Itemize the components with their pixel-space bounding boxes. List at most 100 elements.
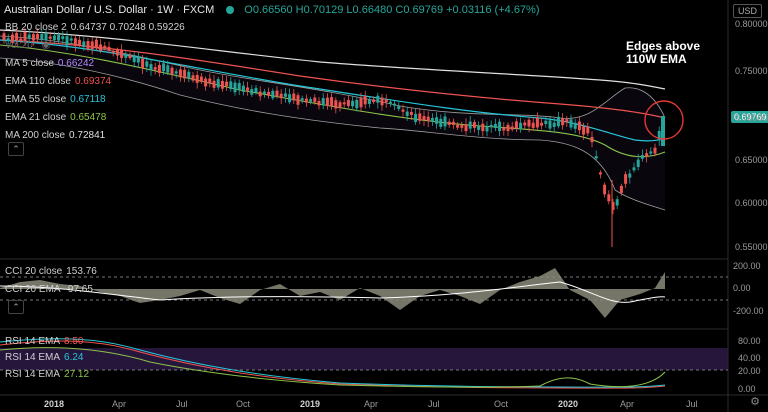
legend-bb[interactable]: BB 20 close 2 0.64737 0.70248 0.59226 [5, 22, 185, 33]
time-axis-label: Jul [428, 399, 440, 409]
currency-label[interactable]: USD [732, 4, 762, 18]
collapse-legend-button[interactable]: ⌃ [8, 142, 24, 156]
candle-body [288, 94, 292, 103]
candle-body [460, 125, 464, 128]
settings-icon[interactable]: ⚙ [750, 396, 760, 408]
bollinger-band-fill [0, 36, 665, 210]
candle-body [136, 57, 140, 63]
candle-body [250, 89, 254, 95]
candle-body [52, 35, 56, 41]
candle-body [640, 154, 644, 159]
candle-body [544, 120, 548, 125]
candle-body [279, 93, 283, 99]
time-axis-label: 2020 [558, 399, 579, 409]
candle-body [166, 65, 170, 73]
last-candle [661, 116, 665, 146]
candle-body [519, 122, 523, 130]
candle-body [401, 109, 405, 112]
candle-body [451, 121, 455, 125]
candle-body [178, 69, 182, 78]
candle-body [36, 33, 40, 39]
candle-body [237, 83, 241, 90]
legend-rsi-2[interactable]: RSI 14 EMA 6.24 [5, 352, 84, 363]
candle-body [325, 97, 329, 106]
candle-body [376, 95, 380, 103]
candle-body [577, 121, 581, 131]
last-price-tag: 0.69769 [731, 111, 768, 123]
chart-header: Australian Dollar / U.S. Dollar · 1W · F… [4, 4, 540, 16]
candle-body [351, 100, 355, 107]
legend-ma200[interactable]: MA 200 close 0.72841 [5, 130, 106, 141]
price-axis-label: 0.80000 [735, 19, 768, 29]
candle-body [346, 99, 350, 106]
legend-ema55[interactable]: EMA 55 close 0.67118 [5, 94, 106, 105]
collapse-cci-button[interactable]: ⌃ [8, 300, 24, 314]
chart-annotation[interactable]: Edges above 110W EMA [626, 39, 701, 66]
ema110-line [0, 39, 666, 119]
candle-body [405, 111, 409, 116]
candle-body [195, 75, 199, 83]
candle-body [309, 99, 313, 102]
legend-ema110[interactable]: EMA 110 close 0.69374 [5, 76, 112, 87]
candle-body [531, 122, 535, 128]
candle-body [313, 97, 317, 103]
cci-axis-label: 200.00 [733, 261, 761, 271]
candle-body [552, 122, 556, 127]
candle-body [300, 98, 304, 101]
candle-body [535, 117, 539, 128]
candle-body [233, 82, 237, 93]
candle-body [447, 121, 451, 125]
candle-body [296, 95, 300, 105]
candle-body [481, 123, 485, 132]
candle-body [464, 124, 468, 132]
candle-body [598, 172, 602, 175]
candle-body [456, 124, 460, 128]
legend-rsi-1[interactable]: RSI 14 EMA 8.50 [5, 336, 84, 347]
time-axis-label: Jul [686, 399, 698, 409]
candle-body [10, 34, 14, 43]
legend-cci[interactable]: CCI 20 close 153.76 [5, 266, 97, 277]
candle-body [367, 99, 371, 104]
candle-body [527, 119, 531, 127]
candle-body [397, 105, 401, 109]
candle-body [359, 98, 363, 108]
candle-body [510, 126, 514, 130]
candle-body [61, 36, 65, 40]
candle-body [258, 91, 262, 97]
price-axis-label: 0.75000 [735, 66, 768, 76]
candle-body [330, 97, 334, 107]
candle-body [162, 63, 166, 72]
candle-body [183, 69, 187, 79]
candle-body [262, 91, 266, 94]
candle-body [27, 34, 31, 39]
candle-body [477, 126, 481, 130]
candle-body [292, 93, 296, 101]
candle-body [565, 119, 569, 123]
candle-body [275, 90, 279, 97]
time-axis-label: Jul [176, 399, 188, 409]
legend-ma5[interactable]: MA 5 close 0.66242 [5, 58, 95, 69]
legend-ema21[interactable]: EMA 21 close 0.65478 [5, 112, 107, 123]
legend-vol[interactable]: Vol 20 ◉ [5, 40, 51, 51]
legend-cci-ema[interactable]: CCI 20 EMA -97.65 [5, 284, 93, 295]
candle-body [212, 80, 216, 88]
legend-rsi-3[interactable]: RSI 14 EMA 27.12 [5, 369, 90, 380]
candle-body [283, 93, 287, 97]
candle-body [124, 53, 128, 58]
candle-body [384, 99, 388, 103]
candle-body [216, 79, 220, 88]
rsi-axis-label: 80.00 [738, 336, 761, 346]
candle-body [657, 131, 661, 141]
candle-body [561, 118, 565, 126]
eye-icon[interactable]: ◉ [41, 40, 51, 51]
rsi-band [0, 348, 728, 370]
time-axis-label: Apr [364, 399, 379, 409]
candle-body [636, 159, 640, 168]
candle-body [632, 167, 636, 171]
time-axis-label: Apr [112, 399, 127, 409]
candle-body [107, 46, 111, 51]
candle-body [649, 151, 653, 154]
candle-body [607, 194, 611, 202]
rsi-axis-label: 0.00 [738, 384, 756, 394]
